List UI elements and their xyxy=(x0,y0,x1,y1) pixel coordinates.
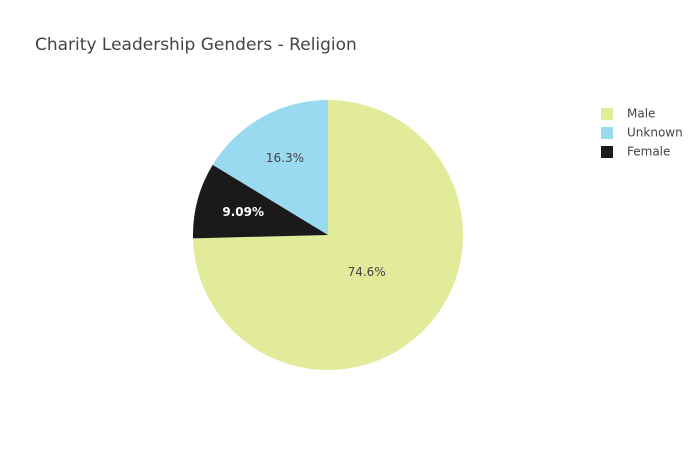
slice-label: 16.3% xyxy=(266,151,304,165)
pie-slice xyxy=(212,100,328,235)
legend-swatch xyxy=(601,146,613,158)
slice-label: 74.6% xyxy=(348,265,386,279)
legend-swatch xyxy=(601,127,613,139)
slice-label: 9.09% xyxy=(222,205,264,219)
pie-slice xyxy=(193,100,463,370)
chart-title: Charity Leadership Genders - Religion xyxy=(35,35,357,55)
legend-swatch xyxy=(601,108,613,120)
legend-label: Female xyxy=(627,145,670,159)
pie-slice xyxy=(193,164,328,239)
legend-label: Unknown xyxy=(627,126,683,140)
legend-label: Male xyxy=(627,107,655,121)
